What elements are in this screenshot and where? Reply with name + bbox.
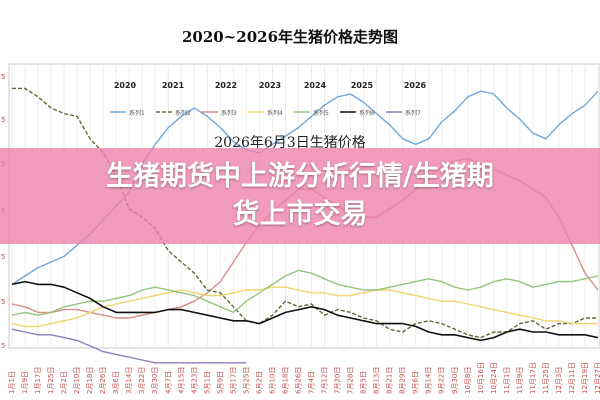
x-tick-label: 5月1日 xyxy=(203,371,211,394)
headline-banner: 生猪期货中上游分析行情/生猪期 货上市交易 xyxy=(0,148,600,244)
legend-label: 系列7 xyxy=(405,109,421,117)
x-tick-label: 8月21日 xyxy=(386,367,394,394)
x-tick-label: 8月29日 xyxy=(399,367,407,394)
x-tick-label: 1月9日 xyxy=(21,371,29,394)
year-label: 2025 xyxy=(351,81,374,90)
x-tick-label: 2月2日 xyxy=(60,371,68,394)
x-tick-label: 7月20日 xyxy=(334,367,342,394)
x-tick-label: 5月25日 xyxy=(242,367,250,394)
x-tick-label: 9月6日 xyxy=(412,371,420,394)
x-tick-label: 11月9日 xyxy=(516,367,524,394)
x-tick-label: 6月18日 xyxy=(281,367,289,394)
series-line xyxy=(11,328,247,364)
x-tick-label: 7月4日 xyxy=(308,371,316,394)
y-tick-label: 5 xyxy=(1,116,5,124)
x-tick-label: 3月14日 xyxy=(125,367,133,394)
legend-label: 系列3 xyxy=(221,109,237,117)
x-tick-label: 11月1日 xyxy=(503,367,511,394)
x-tick-label: 11月25日 xyxy=(542,362,550,394)
x-tick-label: 9月22日 xyxy=(438,367,446,394)
x-tick-label: 6月26日 xyxy=(294,367,302,394)
year-label: 2020 xyxy=(114,81,137,90)
x-tick-label: 1月17日 xyxy=(34,367,42,394)
x-tick-label: 2月26日 xyxy=(99,367,107,394)
series-line xyxy=(11,286,598,328)
x-tick-label: 1月25日 xyxy=(47,367,55,394)
y-tick-label: 5 xyxy=(1,73,5,81)
y-tick-label: 5 xyxy=(1,253,5,261)
x-tick-label: 12月19日 xyxy=(581,362,589,394)
x-tick-label: 3月22日 xyxy=(138,367,146,394)
series-line xyxy=(12,87,598,339)
headline-line-2: 货上市交易 xyxy=(232,199,368,230)
x-tick-label: 10月24日 xyxy=(490,362,498,394)
x-tick-label: 4月23日 xyxy=(190,367,198,394)
x-tick-label: 10月8日 xyxy=(464,367,472,394)
x-tick-label: 11月17日 xyxy=(529,362,537,394)
x-tick-label: 3月30日 xyxy=(151,367,159,394)
chart-title: 2020~2026年生猪价格走势图 xyxy=(182,28,398,46)
x-tick-label: 10月16日 xyxy=(477,362,485,394)
x-tick-label: 6月10日 xyxy=(268,367,276,394)
x-tick-label: 5月17日 xyxy=(229,367,237,394)
x-tick-label: 3月6日 xyxy=(112,371,120,394)
x-tick-label: 7月28日 xyxy=(347,367,355,394)
x-tick-label: 2月10日 xyxy=(73,367,81,394)
year-label: 2021 xyxy=(162,81,185,90)
year-label: 2024 xyxy=(304,81,327,90)
x-axis-ticks: 1月1日 1月9日 1月17日 1月25日 2月2日 2月10日 2月18日 2月26日 3月6… xyxy=(8,362,600,394)
x-tick-label: 12月11日 xyxy=(568,362,576,394)
x-tick-label: 1月1日 xyxy=(8,371,16,394)
x-tick-label: 12月27日 xyxy=(594,362,600,394)
x-tick-label: 4月7日 xyxy=(164,371,172,394)
series-line xyxy=(11,280,599,342)
chart-subtitle: 2026年6月3日生猪价格 xyxy=(214,135,365,151)
x-tick-label: 5月9日 xyxy=(216,371,224,394)
x-tick-label: 12月3日 xyxy=(555,367,563,394)
headline-line-1: 生猪期货中上游分析行情/生猪期 xyxy=(106,161,494,192)
series-line xyxy=(11,269,599,316)
legend: 系列1 系列2 系列3 系列4 系列5 系列6 系列7 xyxy=(110,109,421,117)
x-tick-label: 8月5日 xyxy=(360,371,368,394)
legend-label: 系列2 xyxy=(175,109,191,117)
legend-label: 系列6 xyxy=(359,109,375,117)
year-label: 2026 xyxy=(404,81,427,90)
legend-label: 系列1 xyxy=(129,109,145,117)
legend-label: 系列5 xyxy=(313,109,329,117)
year-label: 2022 xyxy=(215,81,237,90)
x-tick-label: 4月15日 xyxy=(177,367,185,394)
x-tick-label: 2月18日 xyxy=(86,367,94,394)
x-tick-label: 6月2日 xyxy=(255,371,263,394)
y-tick-label: 5 xyxy=(1,342,5,350)
legend-label: 系列4 xyxy=(267,109,283,117)
year-label: 2023 xyxy=(259,81,281,90)
y-tick-label: 5 xyxy=(1,298,5,306)
x-tick-label: 7月12日 xyxy=(321,367,329,394)
x-tick-label: 9月30日 xyxy=(451,367,459,394)
x-tick-label: 8月13日 xyxy=(373,367,381,394)
year-labels: 2020 2021 2022 2023 2024 2025 2026 xyxy=(114,81,427,90)
x-tick-label: 9月14日 xyxy=(425,367,433,394)
